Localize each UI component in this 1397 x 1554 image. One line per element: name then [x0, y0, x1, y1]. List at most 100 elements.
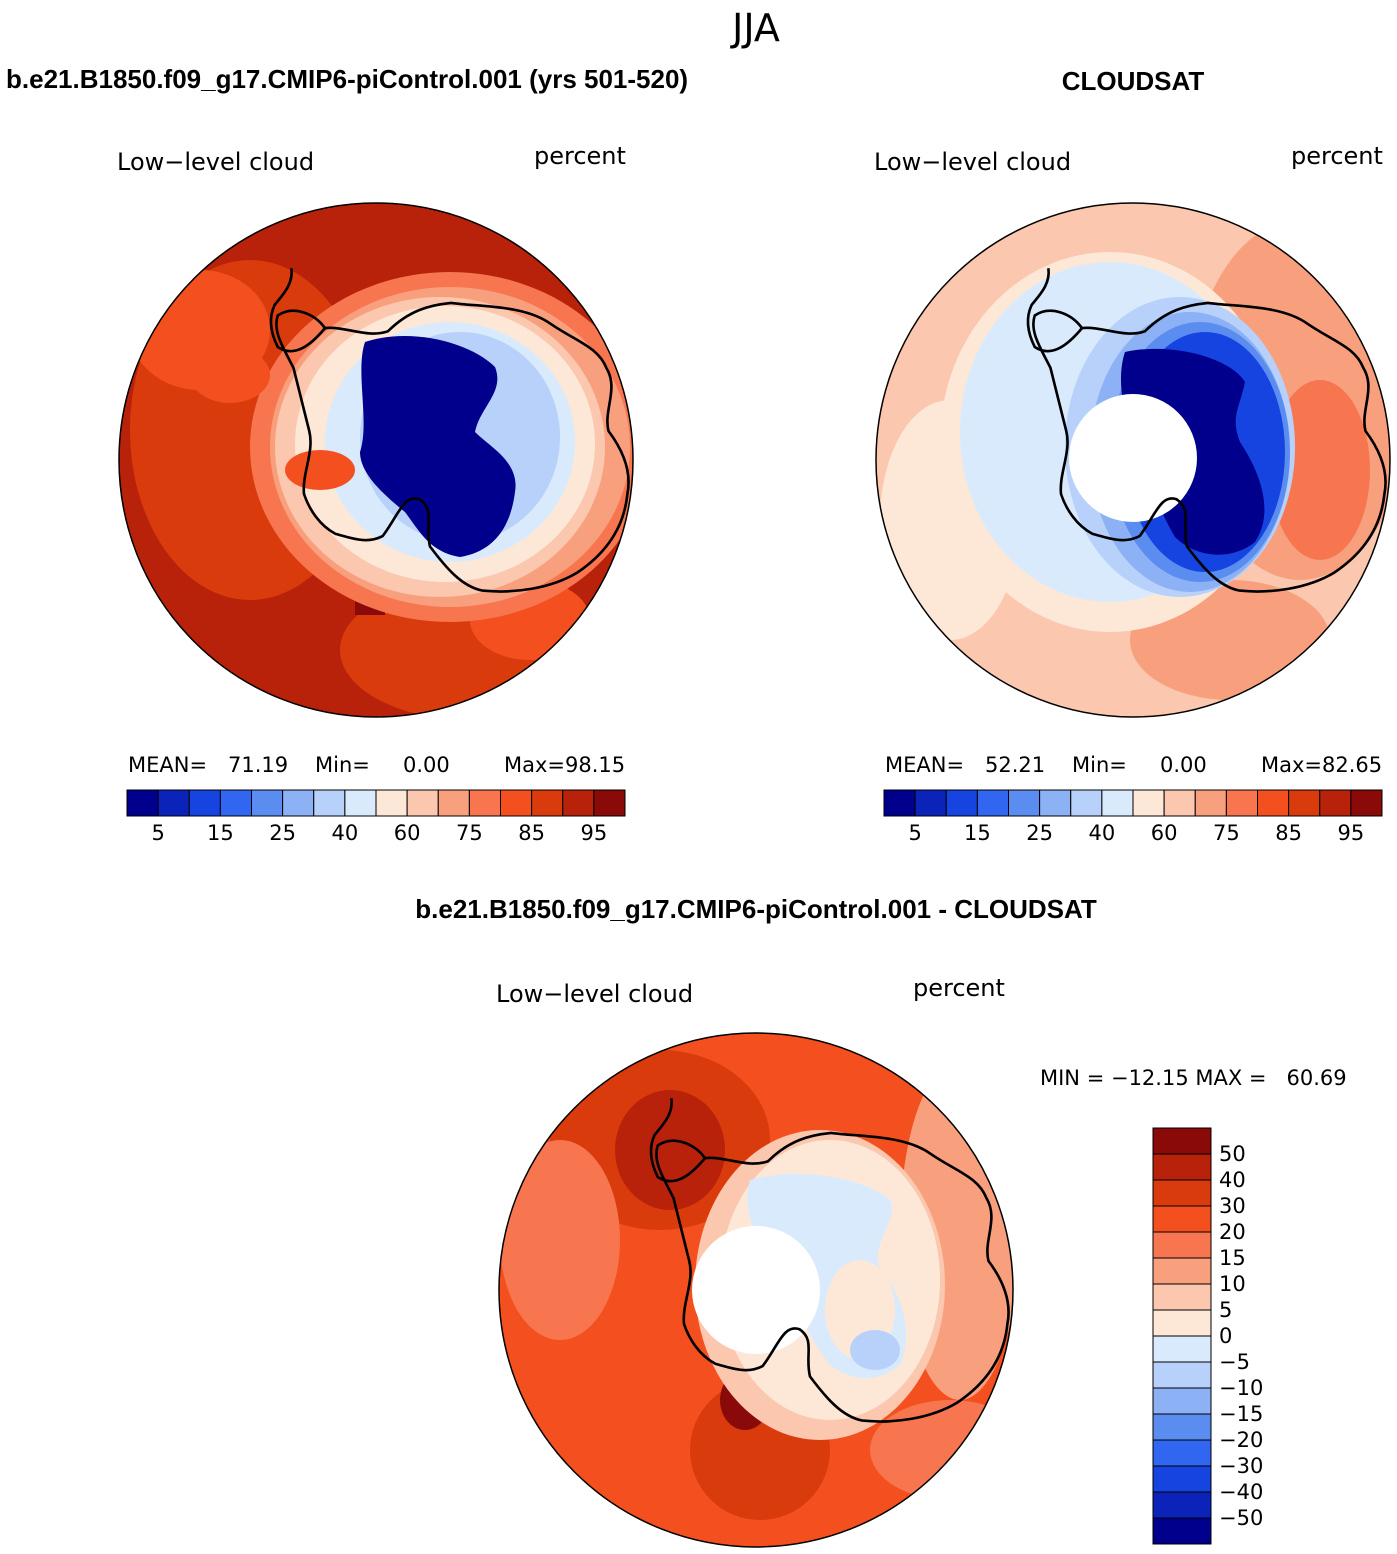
colorbar-swatch	[531, 789, 564, 817]
colorbar-swatch	[1152, 1127, 1212, 1155]
colorbar-swatch	[1152, 1387, 1212, 1415]
colorbar-swatch	[313, 789, 346, 817]
panel-c-stats: MIN = −12.15 MAX = 60.69	[1040, 1066, 1347, 1090]
colorbar-swatch	[1319, 789, 1352, 817]
colorbar-tick-label: 20	[1219, 1220, 1246, 1244]
stat-min-label: Min=	[315, 753, 370, 777]
colorbar-swatch	[1152, 1257, 1212, 1285]
colorbar-tick-label: 25	[1026, 821, 1053, 845]
colorbar-swatch	[1132, 789, 1165, 817]
colorbar-swatch	[1039, 789, 1072, 817]
colorbar-swatch	[1288, 789, 1321, 817]
colorbar-swatch	[593, 789, 626, 817]
colorbar-swatch	[1163, 789, 1196, 817]
colorbar-swatch	[1152, 1517, 1212, 1545]
panel-a-variable-label: Low−level cloud	[117, 148, 314, 176]
stat-mean-label: MEAN=	[885, 753, 964, 777]
stat-mean-value: 71.19	[228, 753, 288, 777]
colorbar-swatch	[1070, 789, 1103, 817]
colorbar-tick-label: −20	[1219, 1428, 1263, 1452]
colorbar-swatch	[1152, 1283, 1212, 1311]
stat-mean-value: 52.21	[985, 753, 1045, 777]
colorbar-tick-label: −10	[1219, 1376, 1263, 1400]
page-title: JJA	[730, 6, 780, 50]
panel-a-stats: MEAN= 71.19 Min= 0.00 Max= 98.15	[128, 753, 625, 777]
colorbar-swatch	[1152, 1179, 1212, 1207]
colorbar-tick-label: 5	[908, 821, 921, 845]
panel-b-stats: MEAN= 52.21 Min= 0.00 Max= 82.65	[885, 753, 1382, 777]
colorbar-swatch	[1101, 789, 1134, 817]
colorbar-tick-label: 40	[1089, 821, 1116, 845]
colorbar-tick-label: 60	[1151, 821, 1178, 845]
colorbar-tick-label: 85	[1275, 821, 1302, 845]
colorbar-cloudsat: 5 15 25 40 60 75 85 95	[883, 789, 1383, 845]
colorbar-swatch	[468, 789, 501, 817]
colorbar-swatch	[188, 789, 221, 817]
stat-min-value: 0.00	[403, 753, 450, 777]
colorbar-swatch	[976, 789, 1009, 817]
colorbar-tick-label: 15	[207, 821, 234, 845]
colorbar-swatch	[1225, 789, 1258, 817]
colorbar-swatch	[406, 789, 439, 817]
colorbar-tick-label: 0	[1219, 1324, 1232, 1348]
colorbar-tick-label: 95	[1338, 821, 1365, 845]
map-model	[118, 202, 634, 718]
stat-max-label: Max=	[1261, 753, 1322, 777]
colorbar-swatch	[1152, 1335, 1212, 1363]
colorbar-swatch	[1152, 1465, 1212, 1493]
colorbar-tick-label: 50	[1219, 1142, 1246, 1166]
stat-max-value: 98.15	[565, 753, 625, 777]
panel-c-variable-label: Low−level cloud	[496, 980, 693, 1008]
colorbar-tick-label: 75	[456, 821, 483, 845]
colorbar-tick-label: 75	[1213, 821, 1240, 845]
colorbar-swatch	[1152, 1231, 1212, 1259]
colorbar-swatch	[375, 789, 408, 817]
panel-b-units-label: percent	[1291, 142, 1383, 170]
colorbar-swatch	[1152, 1361, 1212, 1389]
colorbar-swatch	[1152, 1309, 1212, 1337]
colorbar-tick-label: 5	[151, 821, 164, 845]
colorbar-tick-label: −40	[1219, 1480, 1263, 1504]
panel-b-variable-label: Low−level cloud	[874, 148, 1071, 176]
colorbar-swatch	[500, 789, 533, 817]
colorbar-tick-label: −50	[1219, 1506, 1263, 1530]
panel-c-title: b.e21.B1850.f09_g17.CMIP6-piControl.001 …	[415, 894, 1097, 924]
colorbar-tick-label: 25	[269, 821, 296, 845]
map-cloudsat	[875, 202, 1391, 718]
stat-min-value: 0.00	[1160, 753, 1207, 777]
colorbar-swatch	[1008, 789, 1041, 817]
colorbar-swatch	[251, 789, 284, 817]
colorbar-tick-label: 30	[1219, 1194, 1246, 1218]
map-difference	[498, 1032, 1014, 1548]
colorbar-swatch	[1350, 789, 1383, 817]
colorbar-swatch	[437, 789, 470, 817]
colorbar-swatch	[914, 789, 947, 817]
stat-min-label: Min=	[1072, 753, 1127, 777]
colorbar-swatch	[1152, 1439, 1212, 1467]
colorbar-swatch	[1152, 1413, 1212, 1441]
colorbar-swatch	[562, 789, 595, 817]
panel-a-title: b.e21.B1850.f09_g17.CMIP6-piControl.001 …	[6, 64, 688, 94]
colorbar-tick-label: −15	[1219, 1402, 1263, 1426]
colorbar-tick-label: 5	[1219, 1298, 1232, 1322]
colorbar-swatch	[1152, 1205, 1212, 1233]
colorbar-tick-label: 60	[394, 821, 421, 845]
stat-max-label: Max=	[504, 753, 565, 777]
colorbar-swatch	[157, 789, 190, 817]
colorbar-swatch	[1194, 789, 1227, 817]
colorbar-swatch	[1152, 1153, 1212, 1181]
colorbar-swatch	[126, 789, 159, 817]
colorbar-tick-label: 10	[1219, 1272, 1246, 1296]
colorbar-tick-label: −30	[1219, 1454, 1263, 1478]
colorbar-swatch	[1257, 789, 1290, 817]
colorbar-tick-label: 15	[964, 821, 991, 845]
colorbar-tick-label: 85	[518, 821, 545, 845]
colorbar-swatch	[282, 789, 315, 817]
colorbar-tick-label: 15	[1219, 1246, 1246, 1270]
colorbar-tick-label: −5	[1219, 1350, 1250, 1374]
colorbar-swatch	[945, 789, 978, 817]
colorbar-swatch	[883, 789, 916, 817]
colorbar-swatch	[219, 789, 252, 817]
